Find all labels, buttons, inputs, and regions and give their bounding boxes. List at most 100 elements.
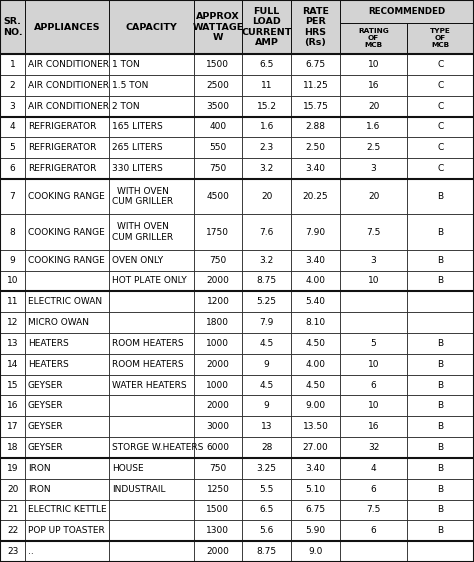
- Text: 1.6: 1.6: [366, 123, 381, 132]
- Bar: [0, 375, 25, 396]
- Text: 1500: 1500: [207, 60, 229, 69]
- Text: 7.5: 7.5: [366, 228, 381, 237]
- Bar: [0, 0, 25, 54]
- Bar: [340, 541, 407, 562]
- Text: 20: 20: [368, 102, 379, 111]
- Bar: [25, 541, 109, 562]
- Text: 8.75: 8.75: [257, 277, 277, 285]
- Bar: [193, 179, 242, 214]
- Bar: [291, 292, 340, 312]
- Bar: [407, 520, 474, 541]
- Text: 10: 10: [368, 360, 379, 369]
- Bar: [407, 270, 474, 292]
- Bar: [291, 396, 340, 416]
- Bar: [109, 396, 193, 416]
- Bar: [25, 96, 109, 116]
- Bar: [407, 292, 474, 312]
- Text: C: C: [438, 123, 444, 132]
- Text: B: B: [438, 192, 444, 201]
- Bar: [340, 312, 407, 333]
- Bar: [242, 158, 291, 179]
- Text: 2.5: 2.5: [366, 143, 381, 152]
- Bar: [193, 333, 242, 354]
- Bar: [291, 354, 340, 375]
- Text: 1300: 1300: [207, 526, 229, 535]
- Bar: [242, 354, 291, 375]
- Bar: [25, 179, 109, 214]
- Text: MICRO OWAN: MICRO OWAN: [28, 318, 89, 327]
- Text: 7: 7: [9, 192, 16, 201]
- Text: GEYSER: GEYSER: [28, 422, 64, 431]
- Bar: [340, 375, 407, 396]
- Bar: [291, 416, 340, 437]
- Bar: [340, 250, 407, 270]
- Bar: [193, 375, 242, 396]
- Bar: [0, 354, 25, 375]
- Bar: [193, 416, 242, 437]
- Text: 5.25: 5.25: [257, 297, 277, 306]
- Bar: [25, 437, 109, 458]
- Text: HOUSE: HOUSE: [112, 464, 144, 473]
- Text: 4: 4: [10, 123, 15, 132]
- Text: 2.88: 2.88: [306, 123, 326, 132]
- Bar: [25, 500, 109, 520]
- Text: 1000: 1000: [207, 380, 229, 389]
- Bar: [0, 333, 25, 354]
- Text: WITH OVEN
CUM GRILLER: WITH OVEN CUM GRILLER: [112, 187, 173, 206]
- Text: CAPACITY: CAPACITY: [126, 22, 177, 31]
- Bar: [0, 312, 25, 333]
- Bar: [0, 500, 25, 520]
- Bar: [340, 158, 407, 179]
- Text: 2: 2: [10, 81, 15, 90]
- Text: SR.
NO.: SR. NO.: [3, 17, 22, 37]
- Text: 1.5 TON: 1.5 TON: [112, 81, 148, 90]
- Bar: [242, 333, 291, 354]
- Text: 13: 13: [261, 422, 273, 431]
- Text: 750: 750: [210, 256, 227, 265]
- Text: 2000: 2000: [207, 360, 229, 369]
- Bar: [109, 214, 193, 250]
- Text: RATING
OF
MCB: RATING OF MCB: [358, 29, 389, 48]
- Text: 9.00: 9.00: [305, 401, 326, 410]
- Bar: [291, 75, 340, 96]
- Text: 11.25: 11.25: [303, 81, 328, 90]
- Bar: [25, 520, 109, 541]
- Bar: [291, 0, 340, 54]
- Bar: [242, 500, 291, 520]
- Bar: [242, 270, 291, 292]
- Bar: [340, 458, 407, 479]
- Text: 3000: 3000: [207, 422, 229, 431]
- Bar: [0, 214, 25, 250]
- Bar: [109, 333, 193, 354]
- Text: RECOMMENDED: RECOMMENDED: [368, 7, 446, 16]
- Bar: [109, 458, 193, 479]
- Text: 15: 15: [7, 380, 18, 389]
- Bar: [242, 375, 291, 396]
- Bar: [0, 396, 25, 416]
- Bar: [0, 54, 25, 75]
- Text: HOT PLATE ONLY: HOT PLATE ONLY: [112, 277, 187, 285]
- Bar: [291, 250, 340, 270]
- Text: 3.2: 3.2: [260, 164, 274, 173]
- Text: 2000: 2000: [207, 401, 229, 410]
- Text: 20: 20: [368, 192, 379, 201]
- Text: 265 LITERS: 265 LITERS: [112, 143, 163, 152]
- Bar: [109, 0, 193, 54]
- Text: 27.00: 27.00: [303, 443, 328, 452]
- Text: HEATERS: HEATERS: [28, 360, 68, 369]
- Text: 3500: 3500: [207, 102, 229, 111]
- Bar: [291, 158, 340, 179]
- Text: 6.75: 6.75: [305, 60, 326, 69]
- Bar: [193, 292, 242, 312]
- Bar: [407, 437, 474, 458]
- Text: 18: 18: [7, 443, 18, 452]
- Bar: [25, 354, 109, 375]
- Text: 1750: 1750: [207, 228, 229, 237]
- Bar: [193, 354, 242, 375]
- Bar: [109, 375, 193, 396]
- Text: 4.5: 4.5: [260, 339, 274, 348]
- Bar: [0, 116, 25, 137]
- Bar: [291, 179, 340, 214]
- Bar: [242, 520, 291, 541]
- Bar: [109, 54, 193, 75]
